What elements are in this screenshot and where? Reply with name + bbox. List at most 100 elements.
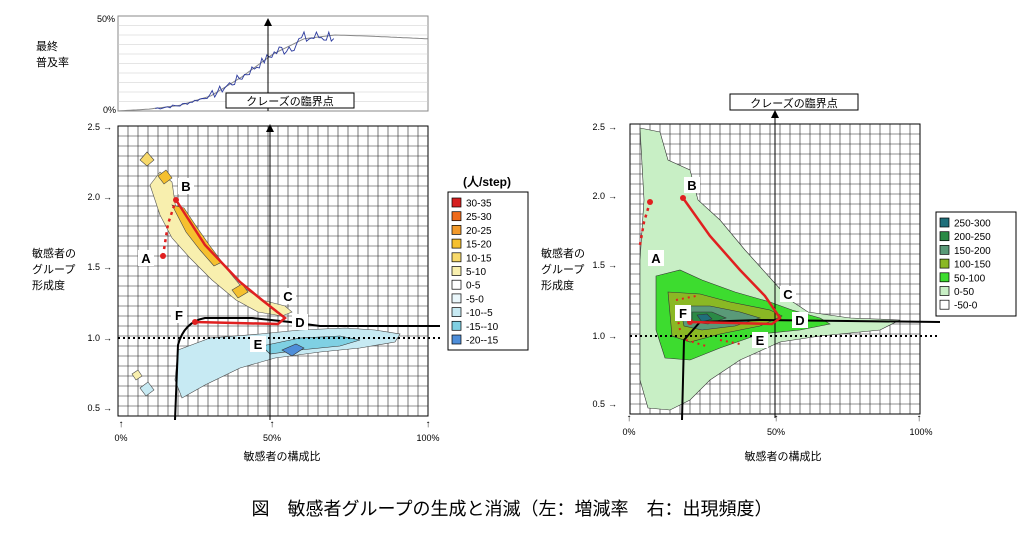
right-legend-swatch	[939, 258, 950, 269]
right-trajectory-solid	[681, 197, 782, 326]
left-point-b-box	[178, 178, 194, 194]
right-ylabel-line2: グループ	[541, 262, 584, 276]
right-point-d-box	[792, 312, 808, 328]
left-plot-frame	[117, 125, 429, 417]
left-region-negative-band	[174, 327, 401, 399]
right-trajectory-dot-a	[647, 199, 653, 205]
right-legend-swatch	[939, 272, 950, 283]
right-legend-label: 150-200	[954, 246, 991, 257]
right-legend-swatch	[939, 217, 950, 228]
right-point-f-label: F	[679, 306, 687, 321]
left-legend-label: 15-20	[466, 240, 492, 251]
right-ytick-1-0: 1.0	[592, 331, 605, 341]
left-point-labels: A B C D E F	[138, 178, 308, 352]
right-xtick-50: 50%	[767, 427, 785, 437]
right-point-c-box	[780, 286, 796, 302]
left-legend-swatch	[451, 320, 462, 331]
right-legend-label: -50-0	[954, 301, 978, 312]
right-x-axis: ↑ 0% ↑ 50% ↑ 100% 敏感者の構成比	[622, 413, 932, 463]
left-xtick-arrow: ↑	[426, 419, 431, 430]
right-ytick-arrow: →	[608, 122, 617, 132]
left-legend-label: -10--5	[466, 308, 493, 319]
right-ytick-arrow: →	[608, 260, 617, 270]
right-xtick-0: 0%	[622, 427, 635, 437]
left-point-e-label: E	[254, 337, 263, 352]
right-legend-swatch	[939, 299, 950, 310]
left-trajectory-dotted	[161, 199, 178, 257]
left-legend-swatch	[451, 211, 462, 222]
left-point-a-label: A	[141, 251, 151, 266]
right-legend-swatch	[939, 286, 950, 296]
right-legend-swatch	[939, 231, 950, 242]
right-ytick-arrow: →	[608, 331, 617, 341]
left-xtick-arrow: ↑	[270, 419, 275, 430]
left-ytick-2-0: 2.0	[87, 192, 100, 202]
right-ytick-2-0: 2.0	[592, 191, 605, 201]
right-y-axis: 2.5 → 2.0 → 1.5 → 1.0 → 0.5 → 敏感者の グループ …	[541, 122, 617, 409]
left-region-positive-band	[149, 171, 293, 317]
left-legend: (人/step) 30-35 25-30 20-25 15-20 10-15 5-10 0-…	[447, 174, 529, 351]
top-critical-arrowhead	[264, 18, 272, 26]
right-legend-label: 250-300	[954, 219, 991, 230]
left-point-d-label: D	[295, 315, 304, 330]
right-panel: クレーズの臨界点 A B C	[541, 93, 1017, 463]
right-ytick-2-5: 2.5	[592, 122, 605, 132]
left-legend-swatch	[451, 334, 462, 345]
left-trajectory-dot-b	[173, 197, 179, 203]
right-ytick-arrow: →	[608, 191, 617, 201]
top-noisy-curve	[155, 30, 335, 110]
right-xtick-arrow: ↑	[774, 413, 779, 424]
left-point-a-box	[138, 250, 154, 266]
left-region-small-3	[139, 381, 155, 397]
left-point-b-label: B	[181, 179, 190, 194]
left-legend-items: 30-35 25-30 20-25 15-20 10-15 5-10 0-5 -5-0 -10-…	[451, 197, 499, 347]
left-legend-label: 0-5	[466, 281, 481, 292]
left-point-e-box	[250, 336, 266, 352]
right-callout-label: クレーズの臨界点	[750, 96, 837, 110]
right-trajectory-dot-b	[680, 195, 686, 201]
left-ytick-arrow: →	[103, 333, 112, 343]
left-region-small-4	[131, 369, 143, 381]
right-point-labels: A B C D E F	[648, 177, 808, 348]
right-ylabel-line1: 敏感者の	[541, 246, 585, 260]
left-ylabel-line2: グループ	[32, 262, 75, 276]
left-legend-swatch	[451, 266, 462, 276]
right-xlabel: 敏感者の構成比	[745, 449, 822, 463]
left-legend-label: 25-30	[466, 212, 492, 223]
left-critical-arrowhead	[266, 124, 274, 132]
left-xtick-100: 100%	[416, 433, 439, 443]
right-trajectory-dotted	[638, 201, 652, 246]
right-point-c-label: C	[783, 287, 793, 302]
left-legend-label: 30-35	[466, 199, 492, 210]
left-trajectory	[160, 197, 287, 326]
top-callout-label: クレーズの臨界点	[246, 94, 333, 108]
left-xtick-0: 0%	[114, 433, 127, 443]
left-legend-label: 10-15	[466, 253, 492, 264]
top-penetration-chart: 最終 普及率 50% 0% クレーズの臨界点	[36, 14, 429, 115]
left-ytick-1-5: 1.5	[87, 262, 100, 272]
left-region-small-5	[231, 283, 249, 299]
right-legend-label: 0-50	[954, 287, 974, 298]
left-ytick-arrow: →	[103, 262, 112, 272]
left-point-d-box	[292, 314, 308, 330]
left-point-c-box	[280, 288, 296, 304]
left-legend-label: -20--15	[466, 336, 499, 347]
right-ytick-1-5: 1.5	[592, 260, 605, 270]
left-trajectory-dot-a	[160, 253, 166, 259]
right-callout-box	[729, 93, 859, 111]
right-point-b-box	[684, 177, 700, 193]
left-ytick-2-5: 2.5	[87, 122, 100, 132]
left-ylabel-line1: 敏感者の	[32, 246, 76, 260]
right-point-b-label: B	[687, 178, 696, 193]
left-legend-swatch	[451, 293, 462, 304]
figure-caption: 図 敏感者グループの生成と消滅（左：増減率 右：出現頻度）	[252, 499, 773, 519]
top-y-max-label: 50%	[97, 14, 115, 24]
left-y-axis: 2.5 → 2.0 → 1.5 → 1.0 → 0.5 → 敏感者の グループ …	[32, 122, 112, 413]
right-xtick-100: 100%	[909, 427, 932, 437]
left-ytick-arrow: →	[103, 122, 112, 132]
right-legend-label: 50-100	[954, 273, 986, 284]
left-point-f-label: F	[175, 308, 183, 323]
left-legend-swatch	[451, 307, 462, 317]
left-legend-swatch	[451, 225, 462, 235]
